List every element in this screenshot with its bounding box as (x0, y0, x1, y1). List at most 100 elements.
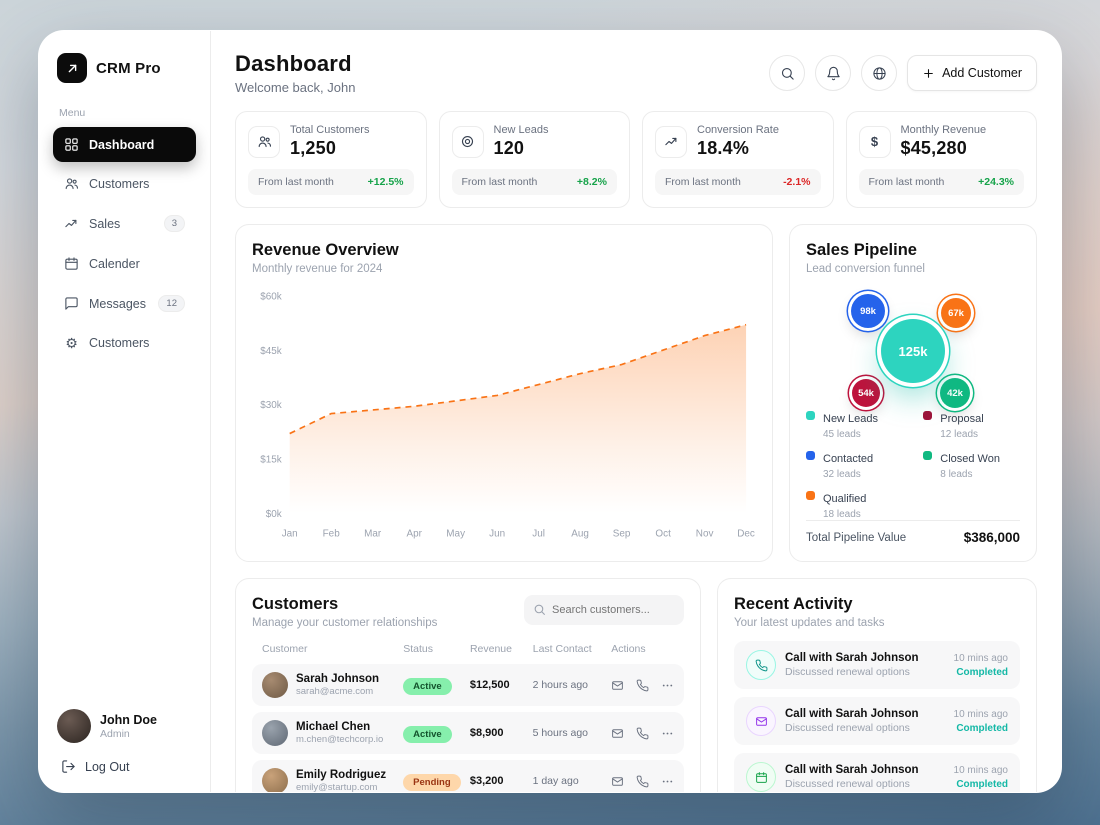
table-row[interactable]: Sarah Johnson sarah@acme.com Active $12,… (252, 664, 684, 706)
customers-subtitle: Manage your customer relationships (252, 617, 438, 629)
customers-card: Customers Manage your customer relations… (235, 578, 701, 792)
sidebar-nav: Dashboard Customers Sales 3 Calender Mes… (53, 127, 196, 364)
sidebar-item-customers[interactable]: Customers (53, 166, 196, 201)
stat-card-new-leads: New Leads 120 From last month +8.2% (438, 111, 630, 208)
legend-swatch (806, 411, 815, 420)
svg-text:Dec: Dec (737, 528, 755, 539)
sidebar-item-messages[interactable]: Messages 12 (53, 285, 196, 322)
pipeline-total-value: $386,000 (963, 530, 1020, 545)
dollar-icon: $ (858, 125, 891, 158)
stat-delta: +24.3% (978, 176, 1014, 188)
calendar-icon (746, 762, 776, 792)
stat-value: 1,250 (290, 138, 337, 158)
gear-icon: ⚙ (65, 335, 78, 351)
app-window: CRM Pro Menu Dashboard Customers Sales 3… (38, 30, 1062, 793)
activity-item[interactable]: Call with Sarah Johnson Discussed renewa… (734, 697, 1020, 745)
customer-revenue: $8,900 (469, 727, 504, 739)
table-row[interactable]: Michael Chen m.chen@techcorp.io Active $… (252, 712, 684, 754)
stat-delta: +8.2% (576, 176, 607, 188)
calendar-icon (65, 257, 78, 270)
app-name: CRM Pro (96, 59, 161, 77)
stat-label: New Leads (493, 124, 549, 136)
svg-text:$45k: $45k (260, 346, 282, 357)
svg-text:$0k: $0k (266, 509, 283, 520)
phone-icon[interactable] (636, 727, 649, 740)
sidebar-item-label: Sales (89, 216, 121, 231)
svg-text:Sep: Sep (613, 528, 631, 539)
legend-item-qualified: Qualified 18 leads (806, 489, 917, 520)
mail-icon[interactable] (611, 679, 624, 692)
pipeline-bubble-proposal: 54k (852, 379, 880, 407)
svg-text:May: May (446, 528, 466, 539)
stat-footer-label: From last month (258, 176, 334, 188)
svg-text:Jan: Jan (282, 528, 298, 539)
table-row[interactable]: Emily Rodriguez emily@startup.com Pendin… (252, 760, 684, 792)
customer-search-input[interactable] (524, 595, 684, 625)
pipeline-footer: Total Pipeline Value $386,000 (806, 520, 1020, 545)
stat-footer: From last month -2.1% (655, 169, 821, 195)
header-actions: Add Customer (769, 55, 1037, 91)
language-button[interactable] (861, 55, 898, 91)
customer-last-contact: 2 hours ago (532, 679, 589, 691)
stat-label: Conversion Rate (697, 124, 779, 136)
activity-item-desc: Discussed renewal options (785, 778, 910, 790)
sidebar-item-sales[interactable]: Sales 3 (53, 205, 196, 242)
more-actions-icon[interactable] (661, 679, 674, 692)
logo-arrow-icon (57, 53, 87, 83)
activity-item-title: Call with Sarah Johnson (785, 764, 919, 776)
trend-up-icon (65, 219, 77, 228)
svg-text:Feb: Feb (323, 528, 340, 539)
customer-revenue: $12,500 (469, 679, 510, 691)
svg-text:Nov: Nov (696, 528, 714, 539)
pipeline-title: Sales Pipeline (806, 241, 917, 259)
stat-footer: From last month +8.2% (451, 169, 617, 195)
customer-name: Sarah Johnson (296, 673, 380, 685)
revenue-title: Revenue Overview (252, 241, 399, 259)
pipeline-bubble-contacted: 98k (851, 294, 885, 328)
phone-icon[interactable] (636, 679, 649, 692)
page-subtitle: Welcome back, John (235, 80, 356, 95)
pipeline-bubbles: 98k 67k 54k 42k 125k (806, 285, 1020, 408)
stat-label: Monthly Revenue (900, 124, 987, 136)
mail-icon[interactable] (611, 775, 624, 788)
stat-delta: -2.1% (783, 176, 811, 188)
sidebar-item-dashboard[interactable]: Dashboard (53, 127, 196, 162)
more-actions-icon[interactable] (661, 775, 674, 788)
logout-icon (62, 760, 75, 773)
phone-icon[interactable] (636, 775, 649, 788)
add-customer-label: Add Customer (942, 66, 1022, 80)
stat-card-monthly-revenue: $ Monthly Revenue $45,280 From last mont… (845, 111, 1037, 208)
sidebar-item-settings[interactable]: ⚙ Customers (53, 326, 196, 360)
activity-item[interactable]: Call with Sarah Johnson Discussed renewa… (734, 753, 1020, 792)
user-avatar (57, 709, 91, 743)
stat-footer-label: From last month (665, 176, 741, 188)
add-customer-button[interactable]: Add Customer (907, 55, 1037, 91)
phone-icon (746, 650, 776, 680)
sidebar-item-calender[interactable]: Calender (53, 246, 196, 281)
stat-value: 120 (493, 138, 525, 158)
logout-button[interactable]: Log Out (53, 749, 196, 776)
globe-icon (872, 66, 886, 80)
activity-item[interactable]: Call with Sarah Johnson Discussed renewa… (734, 641, 1020, 689)
more-actions-icon[interactable] (661, 727, 674, 740)
svg-text:Mar: Mar (364, 528, 382, 539)
mail-icon[interactable] (611, 727, 624, 740)
status-badge: Active (403, 725, 452, 743)
sidebar-item-label: Dashboard (89, 137, 155, 152)
stats-row: Total Customers 1,250 From last month +1… (235, 111, 1037, 208)
search-button[interactable] (769, 55, 806, 91)
notifications-button[interactable] (815, 55, 852, 91)
stat-card-total-customers: Total Customers 1,250 From last month +1… (235, 111, 427, 208)
activity-subtitle: Your latest updates and tasks (734, 617, 885, 629)
customers-table: Customer Status Revenue Last Contact Act… (252, 641, 684, 792)
user-name: John Doe (100, 712, 157, 727)
user-role: Admin (100, 727, 130, 740)
pipeline-bubble-total: 125k (881, 319, 945, 383)
customers-title: Customers (252, 595, 339, 613)
logout-label: Log Out (85, 759, 130, 774)
menu-section-label: Menu (59, 107, 86, 119)
stat-footer-label: From last month (868, 176, 945, 188)
pipeline-bubble-closed-won: 42k (940, 378, 970, 408)
grid-icon (65, 138, 78, 151)
page-title: Dashboard (235, 51, 352, 76)
